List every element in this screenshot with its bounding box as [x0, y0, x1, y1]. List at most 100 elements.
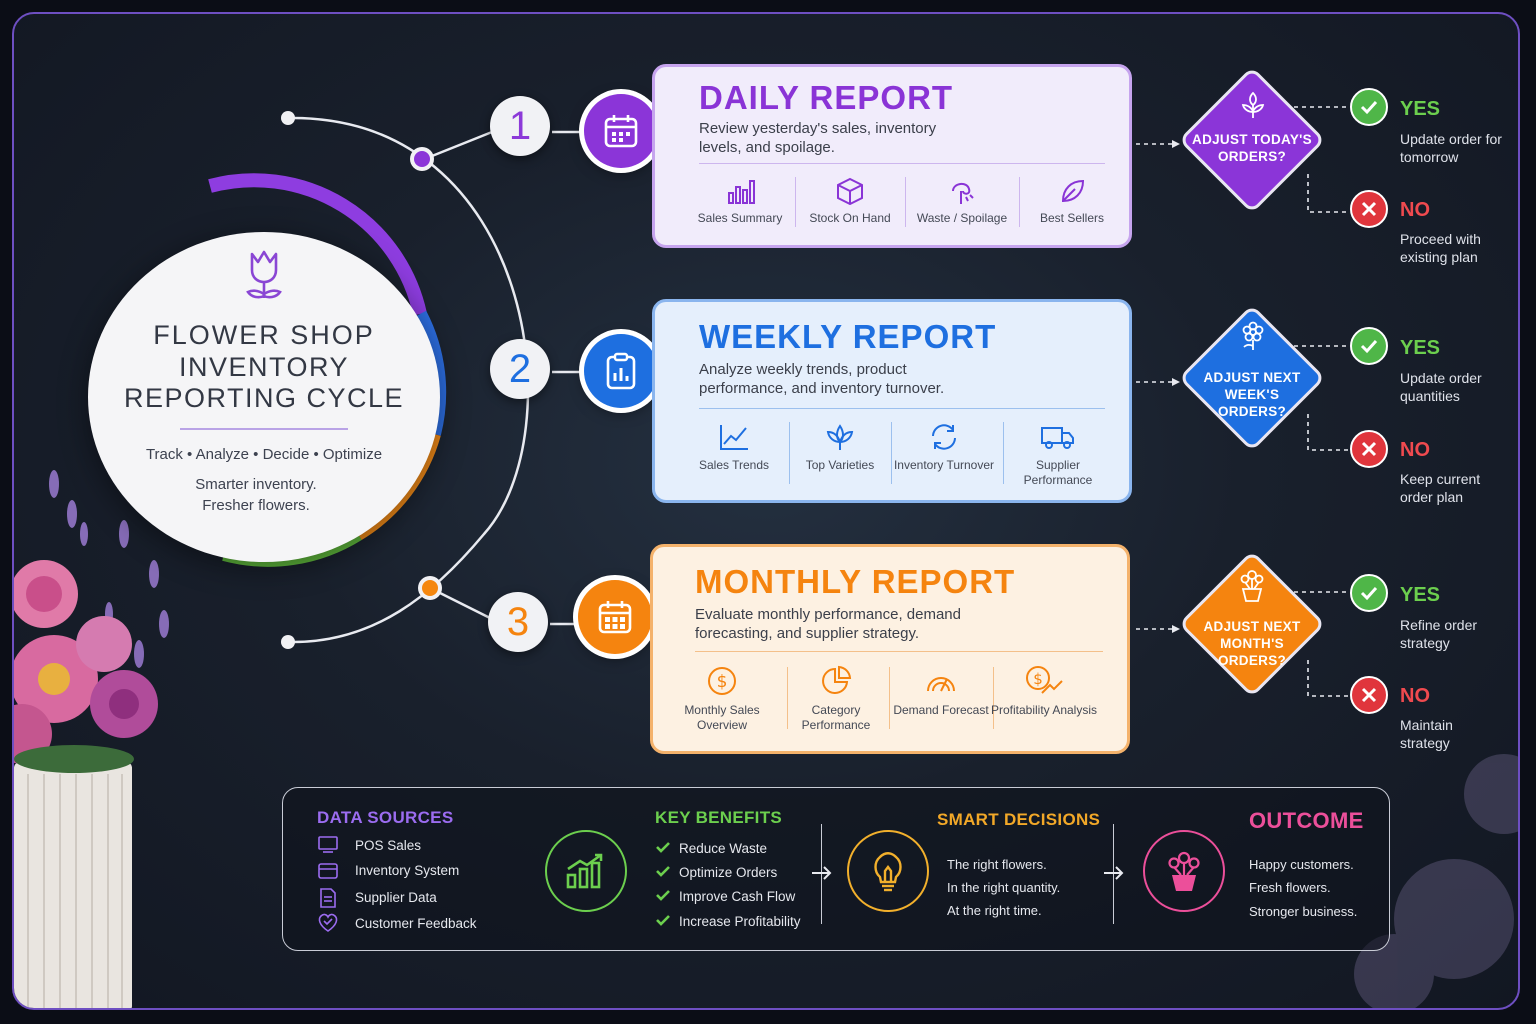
- metric-monthly-sales-overview: $ Monthly Sales Overview: [667, 665, 777, 733]
- yes-text-monthly: Refine order strategy: [1400, 617, 1478, 651]
- dollar-trend-icon: $: [1026, 666, 1063, 694]
- leaf-flower-icon: [1061, 179, 1085, 203]
- gauge-icon: [927, 677, 955, 692]
- decision-item: At the right time.: [947, 903, 1042, 918]
- data-source-item: Inventory System: [355, 863, 460, 878]
- truck-icon: [1041, 427, 1074, 449]
- key-benefits-title: KEY BENEFITS: [655, 808, 783, 827]
- hero-sub-line2: Fresher flowers.: [202, 497, 310, 514]
- check-icons: [656, 842, 670, 926]
- no-text-weekly: Keep current order plan: [1400, 471, 1481, 505]
- metric-demand-forecast: Demand Forecast: [891, 665, 991, 718]
- growth-chart-icon: [545, 830, 627, 912]
- hero-tagline: Track • Analyze • Decide • Optimize: [145, 446, 383, 463]
- hero-title-line3: REPORTING CYCLE: [123, 383, 405, 413]
- card-divider: [699, 163, 1105, 164]
- yes-label-weekly: YES: [1400, 337, 1441, 359]
- calendar-icon: [584, 94, 658, 168]
- no-label-weekly: NO: [1400, 439, 1430, 461]
- data-source-item: Supplier Data: [355, 890, 437, 905]
- metric-sales-trends: Sales Trends: [679, 422, 789, 473]
- pie-chart-icon: [822, 665, 852, 694]
- potted-flower-icon: [1240, 570, 1264, 602]
- step-number-3: 3: [488, 592, 548, 652]
- monthly-report-desc: Evaluate monthly performance, demand for…: [695, 606, 961, 642]
- decision-item: In the right quantity.: [947, 880, 1061, 895]
- benefit-item: Increase Profitability: [679, 914, 801, 929]
- outcome-item: Happy customers.: [1249, 857, 1354, 872]
- data-source-icons: [318, 836, 338, 932]
- benefit-item: Reduce Waste: [679, 841, 768, 856]
- summary-panel: DATA SOURCES POS Sales Inventory System …: [282, 787, 1390, 951]
- data-source-item: POS Sales: [355, 838, 422, 853]
- metric-waste-spoilage: Waste / Spoilage: [907, 177, 1017, 226]
- card-divider: [695, 651, 1103, 652]
- card-divider: [699, 408, 1105, 409]
- metric-sales-summary: Sales Summary: [685, 177, 795, 226]
- benefit-item: Improve Cash Flow: [679, 889, 796, 904]
- arrow-right-icon: [1104, 866, 1124, 880]
- monthly-report-title: MONTHLY REPORT: [695, 563, 1016, 600]
- lotus-icon: [826, 424, 854, 450]
- no-x-icon: [1350, 190, 1388, 228]
- step-number-2: 2: [490, 339, 550, 399]
- svg-text:$: $: [1033, 670, 1043, 688]
- outcome-item: Fresh flowers.: [1249, 880, 1331, 895]
- clipboard-chart-icon: [584, 334, 658, 408]
- hero-title-line1: FLOWER SHOP: [153, 320, 375, 350]
- decision-item: The right flowers.: [947, 857, 1047, 872]
- outcome-title: OUTCOME: [1249, 808, 1364, 833]
- hero-circle: FLOWER SHOP INVENTORY REPORTING CYCLE Tr…: [88, 232, 440, 562]
- line-chart-icon: [720, 425, 748, 450]
- daily-report-desc: Review yesterday's sales, inventory leve…: [699, 120, 937, 156]
- background-flower-decoration: [1354, 754, 1518, 1008]
- step-number-1: 1: [490, 96, 550, 156]
- metric-profitability-analysis: $ Profitability Analysis: [989, 665, 1099, 718]
- refresh-icon: [932, 424, 956, 450]
- metric-best-sellers: Best Sellers: [1017, 177, 1127, 226]
- calendar-grid-icon: [578, 580, 652, 654]
- metric-supplier-performance: Supplier Performance: [1003, 422, 1113, 488]
- data-source-item: Customer Feedback: [355, 916, 477, 931]
- decision-text-weekly: ADJUST NEXT WEEK'S ORDERS?: [1203, 370, 1301, 419]
- flower-vase-decoration: [14, 470, 169, 1008]
- metric-inventory-turnover: Inventory Turnover: [891, 422, 997, 473]
- decision-text-monthly: ADJUST NEXT MONTH'S ORDERS?: [1203, 619, 1301, 668]
- hero-divider: [180, 428, 348, 430]
- smart-decisions-title: SMART DECISIONS: [937, 810, 1101, 829]
- hero-sub-line1: Smarter inventory.: [195, 476, 317, 493]
- metric-top-varieties: Top Varieties: [785, 422, 895, 473]
- no-x-icon: [1350, 676, 1388, 714]
- no-label-monthly: NO: [1400, 685, 1430, 707]
- wilted-flower-icon: [952, 183, 974, 204]
- weekly-report-title: WEEKLY REPORT: [699, 318, 997, 355]
- yes-label-monthly: YES: [1400, 584, 1441, 606]
- yes-label-daily: YES: [1400, 98, 1441, 120]
- weekly-report-desc: Analyze weekly trends, product performan…: [699, 361, 945, 397]
- arrow-right-icon: [812, 866, 832, 880]
- data-sources-title: DATA SOURCES: [317, 808, 454, 827]
- lightbulb-icon: [847, 830, 929, 912]
- flower-icon: [1242, 321, 1264, 350]
- weekly-report-card: WEEKLY REPORT Analyze weekly trends, pro…: [652, 299, 1132, 503]
- decision-text-daily: ADJUST TODAY'S ORDERS?: [1192, 132, 1312, 164]
- monthly-report-card: MONTHLY REPORT Evaluate monthly performa…: [650, 544, 1130, 754]
- metric-stock-on-hand: Stock On Hand: [795, 177, 905, 226]
- infographic-canvas: FLOWER SHOP INVENTORY REPORTING CYCLE Tr…: [12, 12, 1520, 1010]
- daily-report-card: DAILY REPORT Review yesterday's sales, i…: [652, 64, 1132, 248]
- no-text-monthly: Maintain strategy: [1400, 717, 1453, 751]
- svg-text:$: $: [717, 672, 728, 692]
- daily-report-title: DAILY REPORT: [699, 79, 954, 116]
- metric-category-performance: Category Performance: [781, 665, 891, 733]
- flower-pot-icon: [1143, 830, 1225, 912]
- hero-title-line2: INVENTORY: [178, 352, 350, 382]
- tulip-icon: [246, 250, 282, 299]
- benefit-item: Optimize Orders: [679, 865, 778, 880]
- yes-check-icon: [1350, 574, 1388, 612]
- yes-text-weekly: Update order quantities: [1400, 370, 1482, 404]
- box-icon: [837, 177, 863, 205]
- no-label-daily: NO: [1400, 199, 1430, 221]
- no-text-daily: Proceed with existing plan: [1400, 231, 1481, 265]
- bar-chart-icon: [728, 180, 755, 204]
- no-x-icon: [1350, 430, 1388, 468]
